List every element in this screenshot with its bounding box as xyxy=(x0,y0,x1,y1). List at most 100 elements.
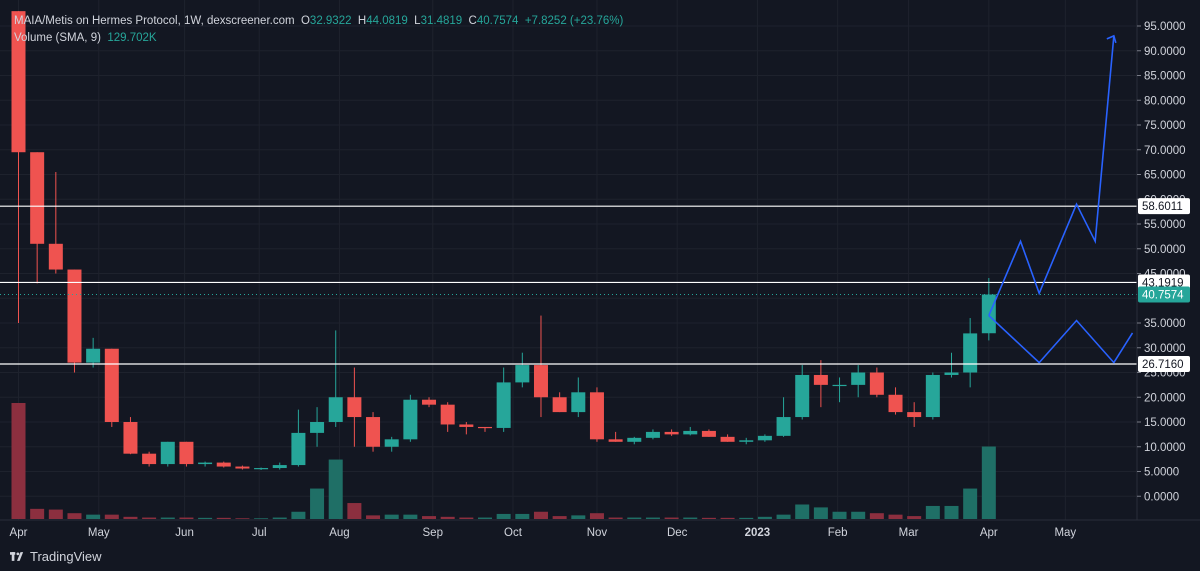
volume-bar xyxy=(384,514,399,519)
volume-bar xyxy=(981,446,996,519)
candle-body xyxy=(291,432,306,466)
volume-bar xyxy=(571,515,586,519)
volume-bar xyxy=(627,517,642,519)
volume-bar xyxy=(552,516,567,519)
candle-body xyxy=(160,441,175,465)
candle-body xyxy=(571,392,586,413)
volume-bar xyxy=(291,511,306,519)
low-label: L xyxy=(414,15,421,27)
volume-bar xyxy=(30,508,45,519)
candle-body xyxy=(720,436,735,442)
price-tick-label: 0.0000 xyxy=(1144,491,1179,503)
horizontal-levels[interactable] xyxy=(0,205,1137,365)
volume-bar xyxy=(422,516,437,519)
price-tick-label: 65.0000 xyxy=(1144,170,1186,182)
open-label: O xyxy=(300,15,310,27)
candle-body xyxy=(272,465,287,469)
level-price-tag-box xyxy=(1138,198,1190,215)
candle-body xyxy=(925,374,940,418)
candle-body xyxy=(757,435,772,441)
candle-body xyxy=(254,468,269,470)
volume-label[interactable]: Volume (SMA, 9) xyxy=(14,32,101,44)
change-value: +7.8252 (+23.76%) xyxy=(524,15,624,27)
volume-bar xyxy=(123,516,138,519)
legend-row-symbol: MAIA/Metis on Hermes Protocol, 1W, dexsc… xyxy=(14,13,623,30)
price-tick-label: 5.0000 xyxy=(1144,467,1179,479)
volume-bar xyxy=(160,517,175,519)
price-tick-label: 80.0000 xyxy=(1144,95,1186,107)
volume-bar xyxy=(86,514,101,519)
symbol-title[interactable]: MAIA/Metis on Hermes Protocol, 1W, dexsc… xyxy=(14,15,295,27)
volume-bar xyxy=(608,517,623,519)
time-tick-label: Sep xyxy=(423,527,443,539)
candle-body xyxy=(589,392,604,440)
time-tick-label: 2023 xyxy=(745,527,771,539)
candle-body xyxy=(851,372,866,385)
volume-bar xyxy=(459,517,474,519)
candle-body xyxy=(422,399,437,405)
candle-body xyxy=(459,424,474,427)
volume-bar xyxy=(403,514,418,519)
candle-body xyxy=(48,243,63,270)
candle-body xyxy=(478,426,492,429)
time-axis[interactable]: Apr May Jun Jul Aug Sep Oct Nov Dec 2023 Feb Mar Apr… xyxy=(10,527,1077,539)
volume-bar xyxy=(739,517,754,519)
candle-body xyxy=(142,453,157,465)
brand-name: TradingView xyxy=(30,549,102,564)
time-tick-label: Dec xyxy=(667,527,688,539)
volume-bar xyxy=(832,511,847,519)
candle-body xyxy=(776,417,791,436)
volume-bar xyxy=(813,507,828,519)
projection-paths[interactable] xyxy=(988,34,1134,364)
candle-body xyxy=(123,422,138,454)
volume-bar xyxy=(869,513,884,519)
volume-bar xyxy=(701,517,716,519)
candle-body xyxy=(384,439,399,447)
candle-body xyxy=(813,374,828,385)
price-axis[interactable]: 95.0000 90.0000 85.0000 80.0000 75.0000 70.00… xyxy=(1137,21,1186,503)
price-tick-label: 50.0000 xyxy=(1144,244,1186,256)
candle-body xyxy=(216,462,231,467)
volume-value: 129.702K xyxy=(107,32,157,44)
volume-bar xyxy=(925,505,940,519)
volume-bars xyxy=(11,403,996,519)
price-tick-label: 20.0000 xyxy=(1144,392,1186,404)
volume-bar xyxy=(216,517,231,519)
volume-bar xyxy=(272,517,287,519)
volume-bar xyxy=(142,517,157,519)
price-tick-label: 35.0000 xyxy=(1144,318,1186,330)
candle-body xyxy=(440,404,455,425)
time-tick-label: Nov xyxy=(587,527,608,539)
candle-body xyxy=(328,397,343,422)
volume-bar xyxy=(347,503,362,519)
candle-body xyxy=(179,441,194,465)
volume-bar xyxy=(198,517,213,519)
last-price-tag-box xyxy=(1138,286,1190,303)
volume-bar xyxy=(645,517,660,519)
candle-body xyxy=(552,397,567,413)
candle-body xyxy=(403,399,418,440)
level-price-tag-label: 43.1919 xyxy=(1142,277,1184,289)
candle-body xyxy=(496,382,511,428)
grid xyxy=(0,0,1137,520)
candle-body xyxy=(11,11,26,153)
price-tick-label: 95.0000 xyxy=(1144,21,1186,33)
time-tick-label: Jul xyxy=(252,527,267,539)
candle-body xyxy=(86,348,101,363)
candle-body xyxy=(104,348,119,422)
candle-body xyxy=(310,422,325,433)
time-tick-label: Apr xyxy=(10,527,28,539)
tradingview-brand[interactable]: TradingView xyxy=(10,549,102,564)
high-value: 44.0819 xyxy=(366,15,408,27)
volume-bar xyxy=(757,516,772,519)
level-price-tag-label: 58.6011 xyxy=(1142,201,1183,213)
time-tick-label: Oct xyxy=(504,527,523,539)
volume-bar xyxy=(683,517,698,519)
time-tick-label: Mar xyxy=(899,527,919,539)
volume-bar xyxy=(11,403,26,519)
candle-body xyxy=(869,372,884,395)
volume-bar xyxy=(720,517,735,519)
volume-bar xyxy=(944,505,959,519)
